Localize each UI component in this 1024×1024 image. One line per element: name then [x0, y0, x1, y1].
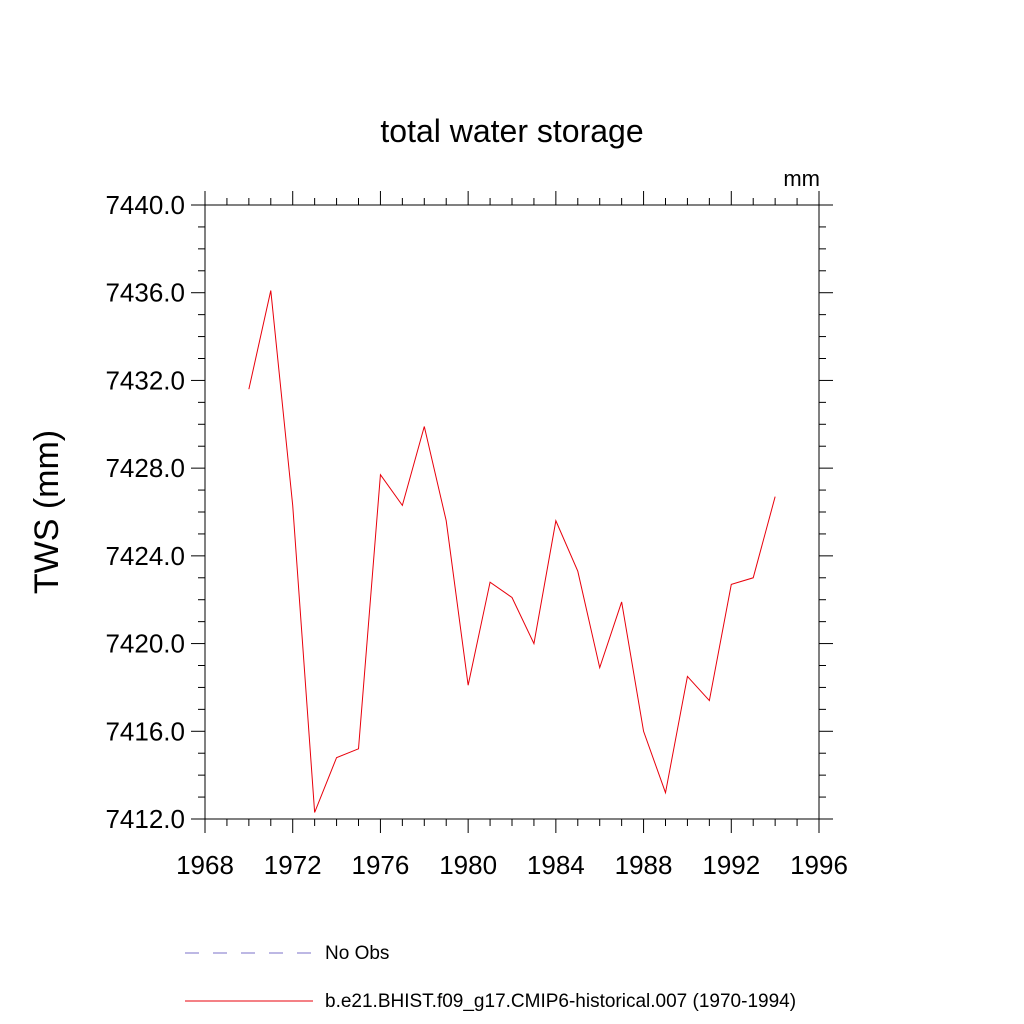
- legend-label-model: b.e21.BHIST.f09_g17.CMIP6-historical.007…: [325, 991, 796, 1012]
- x-tick-label: 1992: [702, 850, 760, 880]
- plot-frame: [204, 204, 820, 820]
- y-tick-label: 7420.0: [105, 629, 185, 659]
- y-tick-label: 7428.0: [105, 453, 185, 483]
- y-axis-label: TWS (mm): [28, 430, 66, 594]
- x-tick-label: 1984: [527, 850, 585, 880]
- x-tick-label: 1968: [176, 850, 234, 880]
- units-label: mm: [783, 166, 820, 191]
- y-tick-label: 7416.0: [105, 716, 185, 746]
- y-tick-label: 7440.0: [105, 190, 185, 220]
- x-tick-label: 1980: [439, 850, 497, 880]
- x-tick-label: 1972: [264, 850, 322, 880]
- legend-label-no-obs: No Obs: [325, 943, 389, 964]
- series-line: [248, 290, 776, 813]
- chart-title: total water storage: [380, 113, 643, 149]
- y-tick-label: 7412.0: [105, 804, 185, 834]
- y-tick-label: 7424.0: [105, 541, 185, 571]
- x-tick-label: 1988: [615, 850, 673, 880]
- x-tick-label: 1996: [790, 850, 848, 880]
- axis-ticks: [191, 191, 833, 833]
- y-tick-label: 7432.0: [105, 365, 185, 395]
- y-tick-label: 7436.0: [105, 278, 185, 308]
- legend: No Obs b.e21.BHIST.f09_g17.CMIP6-histori…: [185, 943, 796, 1012]
- x-tick-labels: 1968 1972 1976 1980 1984 1988 1992 1996: [176, 850, 848, 880]
- y-tick-labels: 7412.0 7416.0 7420.0 7424.0 7428.0 7432.0 7436…: [105, 190, 185, 834]
- x-tick-label: 1976: [352, 850, 410, 880]
- series-group: [248, 290, 776, 813]
